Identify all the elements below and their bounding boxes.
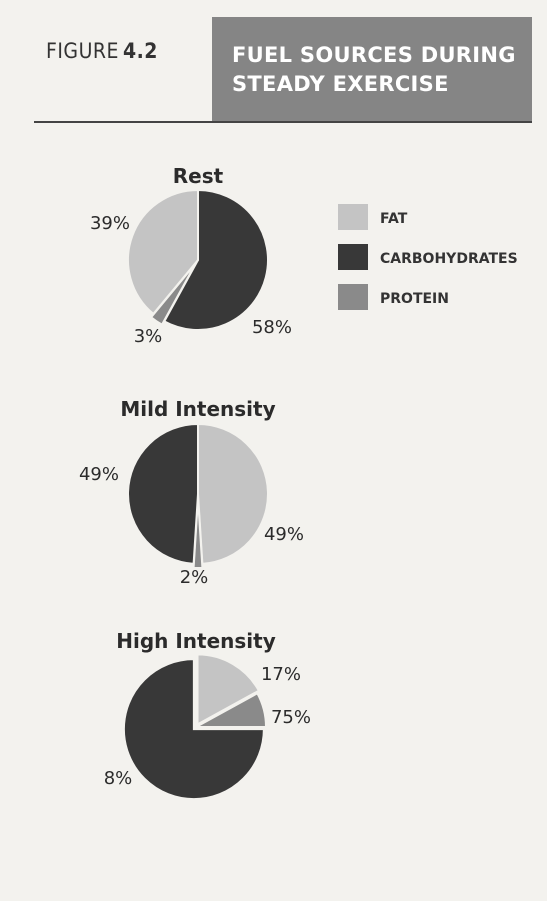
figure-title: FUEL SOURCES DURING STEADY EXERCISE xyxy=(232,41,524,99)
figure-title-box: FUEL SOURCES DURING STEADY EXERCISE xyxy=(212,17,532,121)
legend-label-protein: PROTEIN xyxy=(380,291,449,307)
data-label-protein: 3% xyxy=(134,326,163,347)
pie-chart-mild-intensity: Mild Intensity 49% 49% 2% xyxy=(79,397,304,588)
legend-label-fat: FAT xyxy=(380,211,408,227)
pie-slice-carbohydrates xyxy=(122,658,265,801)
data-label-carbohydrates: 58% xyxy=(252,317,292,338)
pie-slice-carbohydrates xyxy=(127,422,199,565)
figure-title-line-1: FUEL SOURCES DURING xyxy=(232,43,516,67)
pie-slice-protein xyxy=(195,691,268,728)
data-label-fat: 49% xyxy=(79,464,119,485)
pie-title: High Intensity xyxy=(116,629,276,653)
legend: FAT CARBOHYDRATES PROTEIN xyxy=(338,204,518,310)
pie-title: Mild Intensity xyxy=(120,397,275,421)
pie-chart-high-intensity: High Intensity 17% 75% 8% xyxy=(104,629,311,801)
data-label-carbohydrates: 49% xyxy=(264,524,304,545)
pie-slice-carbohydrates xyxy=(162,188,269,331)
legend-swatch-fat xyxy=(338,204,368,230)
legend-swatch-carbohydrates xyxy=(338,244,368,270)
figure-word: FIGURE xyxy=(46,39,119,63)
data-label-fat: 17% xyxy=(261,664,301,685)
legend-label-carbohydrates: CARBOHYDRATES xyxy=(380,251,518,267)
pie-chart-rest: Rest 39% 58% 3% xyxy=(90,164,292,347)
data-label-carbohydrates: 75% xyxy=(271,707,311,728)
pie-slice-fat xyxy=(196,653,261,727)
pie-slice-protein xyxy=(149,262,197,327)
data-label-protein: 8% xyxy=(104,768,133,789)
figure-number: 4.2 xyxy=(122,39,158,63)
data-label-fat: 39% xyxy=(90,213,130,234)
legend-swatch-protein xyxy=(338,284,368,310)
figure-label: FIGURE 4.2 xyxy=(46,39,158,63)
figure-header: FIGURE 4.2 FUEL SOURCES DURING STEADY EXE… xyxy=(34,17,532,123)
pie-slice-protein xyxy=(192,497,204,569)
pie-slice-fat xyxy=(197,422,269,565)
data-label-protein: 2% xyxy=(180,567,209,588)
pie-slice-fat xyxy=(127,188,199,316)
pie-title: Rest xyxy=(173,164,224,188)
figure-title-line-2: STEADY EXERCISE xyxy=(232,72,449,96)
